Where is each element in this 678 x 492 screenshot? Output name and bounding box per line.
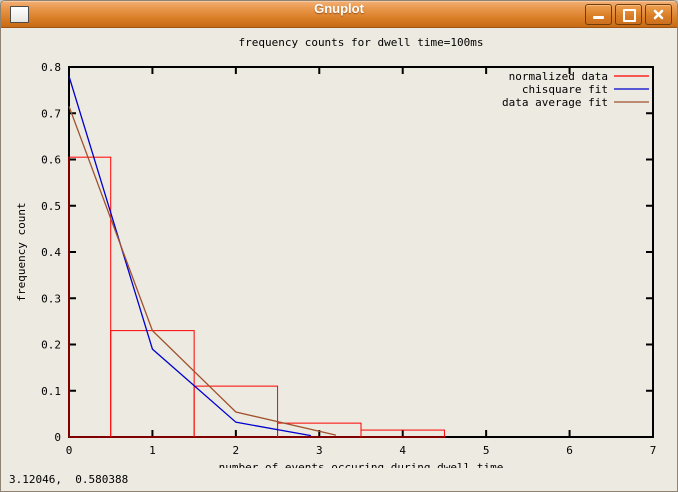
fit-line-chisquare-fit	[68, 76, 312, 437]
y-tick-label: 0.4	[41, 246, 61, 259]
x-tick-label: 4	[399, 444, 406, 457]
chart-title: frequency counts for dwell time=100ms	[238, 36, 483, 49]
close-icon	[653, 9, 664, 20]
chart-svg[interactable]: frequency counts for dwell time=100ms num…	[1, 28, 677, 474]
y-tick-label: 0.7	[41, 107, 61, 120]
maximize-button[interactable]	[615, 4, 642, 25]
titlebar[interactable]: Gnuplot	[1, 1, 677, 28]
x-tick-label: 2	[233, 444, 240, 457]
histogram-bar	[360, 429, 445, 438]
legend-label: normalized data	[509, 70, 608, 83]
mouse-coordinates: 3.12046, 0.580388	[9, 473, 129, 486]
x-tick-label: 3	[316, 444, 323, 457]
plot-border	[68, 66, 654, 438]
x-tick-label: 0	[66, 444, 73, 457]
histogram-bar	[193, 385, 279, 438]
x-tick-label: 1	[149, 444, 156, 457]
window-controls	[585, 4, 672, 25]
y-tick-label: 0	[54, 431, 61, 444]
y-tick-label: 0.6	[41, 154, 61, 167]
window-menu-icon[interactable]	[10, 6, 29, 23]
y-tick-label: 0.8	[41, 61, 61, 74]
y-tick-label: 0.5	[41, 200, 61, 213]
close-button[interactable]	[645, 4, 672, 25]
plot-canvas[interactable]: frequency counts for dwell time=100ms num…	[1, 28, 677, 491]
y-tick-label: 0.2	[41, 339, 61, 352]
histogram-bar	[110, 330, 195, 438]
y-axis-label: frequency count	[15, 202, 28, 301]
window-title: Gnuplot	[314, 1, 364, 16]
legend-label: chisquare fit	[522, 83, 608, 96]
histogram-bar	[68, 156, 112, 438]
x-tick-label: 7	[650, 444, 657, 457]
legend-label: data average fit	[502, 96, 608, 109]
y-tick-label: 0.3	[41, 292, 61, 305]
x-tick-label: 5	[483, 444, 490, 457]
y-tick-label: 0.1	[41, 385, 61, 398]
x-tick-label: 6	[566, 444, 573, 457]
fit-line-data-average-fit	[68, 106, 337, 436]
minimize-icon	[593, 16, 604, 19]
maximize-icon	[623, 9, 636, 22]
minimize-button[interactable]	[585, 4, 612, 25]
x-axis-label: number of events occuring during dwell t…	[219, 461, 504, 468]
